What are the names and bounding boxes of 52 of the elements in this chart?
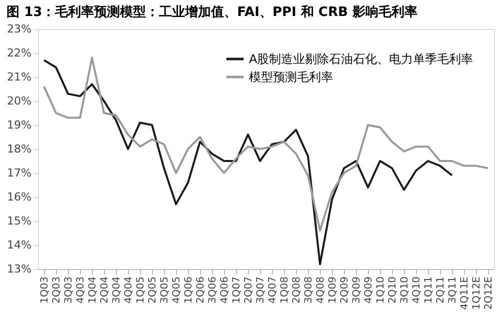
legend-label: A股制造业剔除石油石化、电力单季毛利率 [249, 52, 474, 66]
x-tick-label: 2Q04 [100, 276, 110, 304]
x-tick-label: 4Q08 [316, 276, 326, 304]
x-tick-label: 3Q11 [448, 276, 458, 304]
x-tick-label: 4Q06 [220, 276, 230, 304]
x-tick-label: 3Q08 [304, 276, 314, 304]
x-tick-label: 1Q08 [280, 276, 290, 304]
x-tick-label: 2Q05 [148, 276, 158, 304]
x-tick-label: 3Q09 [352, 276, 362, 304]
x-tick-label: 4Q11E [460, 276, 470, 310]
x-tick-label: 2Q09 [340, 276, 350, 304]
x-tick-label: 1Q03 [40, 276, 50, 304]
x-tick-label: 3Q06 [208, 276, 218, 304]
x-tick-label: 3Q04 [112, 276, 122, 304]
x-tick-label: 1Q05 [136, 276, 146, 304]
x-tick-label: 2Q11 [436, 276, 446, 304]
y-tick-label: 14% [7, 238, 32, 252]
x-tick-label: 1Q06 [184, 276, 194, 304]
y-tick-label: 19% [7, 118, 32, 132]
x-tick-label: 2Q08 [292, 276, 302, 304]
chart-title: 图 13：毛利率预测模型：工业增加值、FAI、PPI 和 CRB 影响毛利率 [6, 4, 418, 20]
y-tick-label: 15% [7, 214, 32, 228]
y-tick-label: 23% [7, 22, 32, 36]
x-tick-label: 3Q05 [160, 276, 170, 304]
legend-label: 模型预测毛利率 [249, 70, 333, 84]
x-tick-label: 4Q05 [172, 276, 182, 304]
y-tick-label: 20% [7, 94, 32, 108]
x-tick-label: 4Q09 [364, 276, 374, 304]
x-tick-label: 2Q12E [484, 276, 494, 310]
x-tick-label: 2Q03 [52, 276, 62, 304]
x-tick-label: 1Q10 [376, 276, 386, 304]
x-tick-label: 4Q03 [76, 276, 86, 304]
y-tick-label: 22% [7, 46, 32, 60]
x-tick-label: 1Q09 [328, 276, 338, 304]
x-tick-label: 2Q10 [388, 276, 398, 304]
y-tick-label: 18% [7, 142, 32, 156]
x-tick-label: 1Q04 [88, 276, 98, 304]
y-tick-label: 16% [7, 190, 32, 204]
y-tick-label: 21% [7, 70, 32, 84]
x-tick-label: 2Q07 [244, 276, 254, 304]
x-tick-label: 1Q11 [424, 276, 434, 304]
x-tick-label: 2Q06 [196, 276, 206, 304]
x-tick-label: 1Q12E [472, 276, 482, 310]
x-tick-label: 3Q03 [64, 276, 74, 304]
y-tick-label: 17% [7, 166, 32, 180]
x-tick-label: 3Q10 [400, 276, 410, 304]
x-tick-label: 4Q04 [124, 276, 134, 304]
x-tick-label: 4Q07 [268, 276, 278, 304]
x-tick-label: 3Q07 [256, 276, 266, 304]
y-tick-label: 13% [7, 262, 32, 276]
x-tick-label: 1Q07 [232, 276, 242, 304]
x-tick-label: 4Q10 [412, 276, 422, 304]
